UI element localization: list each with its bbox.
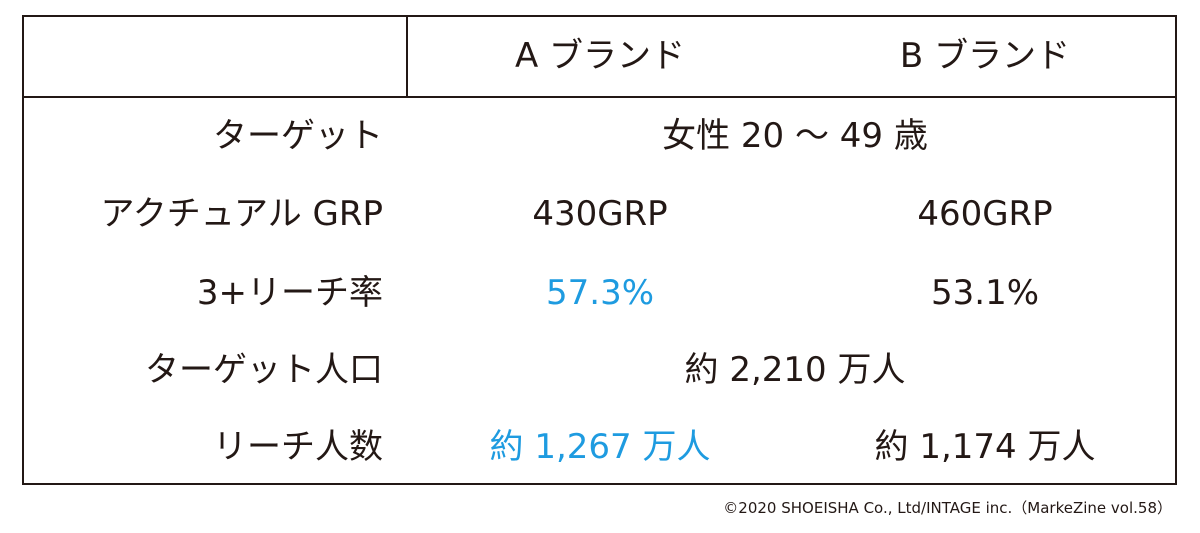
row-label: アクチュアル GRP (100, 194, 383, 234)
cell: 460GRP (917, 194, 1053, 234)
column-header: B ブランド (899, 36, 1071, 76)
row-label: ターゲット (213, 116, 383, 156)
row-label: リーチ人数 (213, 427, 383, 467)
cell: 57.3% (545, 273, 655, 313)
cell: 430GRP (532, 194, 668, 234)
cell: 約 1,174 万人 (874, 427, 1096, 467)
credit: ©2020 SHOEISHA Co., Ltd/INTAGE inc.（Mark… (723, 499, 1172, 517)
cell: 約 2,210 万人 (684, 350, 906, 390)
row-label: ターゲット人口 (145, 350, 383, 390)
column-header: A ブランド (514, 36, 686, 76)
cell: 53.1% (930, 273, 1040, 313)
cell: 女性 20 〜 49 歳 (662, 116, 928, 156)
header-rule (22, 96, 1177, 98)
table-border (22, 15, 1177, 485)
column-rule (406, 15, 408, 98)
row-label: 3+リーチ率 (196, 273, 383, 313)
cell: 約 1,267 万人 (489, 427, 711, 467)
